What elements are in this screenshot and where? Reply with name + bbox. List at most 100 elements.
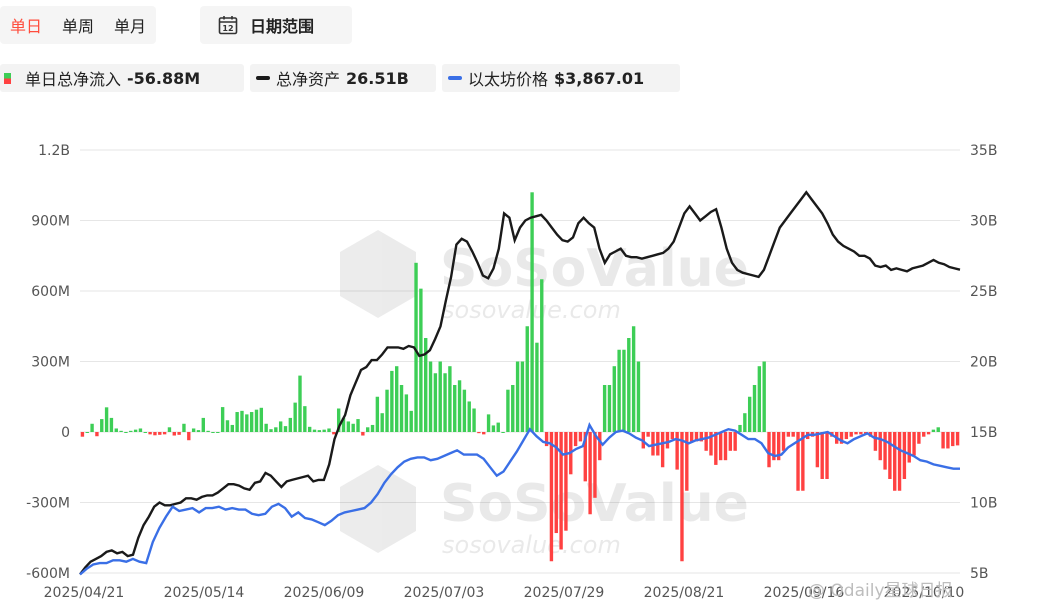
flow-bar: [424, 338, 428, 432]
flow-bar: [941, 432, 945, 449]
flow-bar: [80, 432, 85, 437]
flow-bar: [578, 432, 583, 442]
legend-daily-net-inflow[interactable]: 单日总净流入 -56.88M: [0, 64, 244, 92]
flow-bar: [525, 326, 529, 432]
flow-bar: [815, 432, 820, 468]
flow-bar: [259, 407, 264, 432]
tab-monthly[interactable]: 单月: [114, 17, 147, 36]
legend-eth-price[interactable]: 以太坊价格 $3,867.01: [442, 64, 680, 92]
flow-bar: [366, 427, 370, 432]
flow-bar: [356, 419, 360, 432]
watermark-subtext: sosovalue.com: [442, 531, 621, 559]
flow-bar: [670, 432, 674, 440]
flow-bar: [864, 432, 868, 435]
flow-bar: [187, 432, 191, 441]
eth-swatch: [448, 76, 462, 80]
flow-bar: [888, 432, 892, 479]
flow-bar: [390, 370, 394, 432]
date-range-button[interactable]: 12 日期范围: [200, 6, 352, 44]
flow-bar: [854, 432, 858, 435]
nav-line: [79, 190, 961, 576]
flow-bar: [549, 432, 554, 562]
flow-bar: [839, 432, 844, 444]
flow-bar: [902, 432, 907, 479]
flow-bar: [689, 432, 694, 442]
inflow-swatch: [4, 72, 11, 84]
legend-total-net-assets[interactable]: 总净资产 26.51B: [250, 64, 436, 92]
legend-nav-label: 总净资产: [276, 70, 341, 89]
flow-bar: [240, 410, 244, 432]
flow-bar: [520, 361, 525, 432]
flow-bar: [206, 430, 210, 432]
legend-flow-label: 单日总净流入: [25, 70, 122, 89]
flow-bar: [535, 342, 539, 432]
flow-bar: [100, 419, 104, 432]
y-right-tick-label: 5B: [970, 566, 989, 582]
flow-bar: [506, 389, 510, 432]
date-range-label: 日期范围: [250, 17, 315, 36]
flow-bar: [718, 432, 723, 461]
flow-bar: [772, 432, 776, 461]
flow-bar: [873, 432, 878, 451]
flow-bar: [336, 408, 341, 432]
flow-bar: [907, 432, 911, 463]
flow-bar: [235, 412, 239, 432]
flow-bar: [158, 432, 162, 435]
flow-bar: [129, 430, 133, 432]
tab-daily[interactable]: 单日: [10, 17, 43, 36]
flow-bar: [776, 432, 781, 461]
corner-watermark: @ Odaily星球日报: [808, 581, 953, 601]
flow-bar: [501, 432, 505, 433]
flow-bar: [245, 414, 249, 432]
flow-bar: [404, 394, 409, 432]
flow-bar: [109, 417, 114, 432]
flow-bar: [380, 413, 384, 432]
y-right-tick-label: 20B: [970, 355, 997, 371]
flow-bar: [544, 432, 549, 447]
flow-bar: [564, 432, 568, 531]
period-tabs: 单日 单周 单月: [0, 6, 157, 44]
watermark-hexagon: [340, 230, 416, 318]
flow-bar: [723, 432, 728, 461]
flow-bar: [931, 429, 936, 432]
flow-bar: [148, 432, 152, 435]
flow-bar: [307, 426, 312, 432]
gridlines: [80, 149, 960, 574]
flow-bar: [694, 432, 699, 442]
flow-bar: [617, 349, 621, 432]
flow-bar: [269, 429, 273, 432]
flow-bar: [172, 432, 176, 436]
flow-bar: [409, 410, 413, 432]
flow-bar: [332, 432, 336, 435]
flow-bar: [810, 432, 815, 437]
flow-bar: [104, 407, 109, 432]
flow-bar: [786, 432, 791, 437]
flow-bar: [569, 432, 573, 475]
flow-bar: [278, 421, 283, 432]
flow-bar: [486, 414, 491, 432]
flow-bar: [298, 375, 302, 432]
flow-bar: [767, 432, 771, 468]
flow-bar: [138, 428, 143, 432]
flow-bar: [922, 432, 926, 437]
flow-bar: [90, 423, 94, 432]
y-left-tick-label: 900M: [31, 214, 70, 230]
flow-bar: [438, 361, 442, 432]
flow-bar: [936, 427, 940, 432]
flow-bar: [114, 428, 118, 432]
y-right-tick-label: 30B: [970, 214, 997, 230]
flow-bar: [375, 396, 380, 432]
flow-bar: [955, 432, 960, 446]
flow-bar: [457, 380, 462, 432]
flow-bar: [646, 432, 650, 437]
flow-bar: [728, 432, 733, 451]
flow-bar: [926, 432, 931, 435]
y-left-tick-label: -300M: [26, 496, 70, 512]
flow-bar: [859, 432, 863, 435]
flow-bar: [462, 389, 467, 432]
flow-bar: [191, 428, 196, 432]
tab-weekly[interactable]: 单周: [62, 17, 95, 36]
flow-bar: [714, 432, 718, 465]
flow-bar: [467, 401, 471, 432]
